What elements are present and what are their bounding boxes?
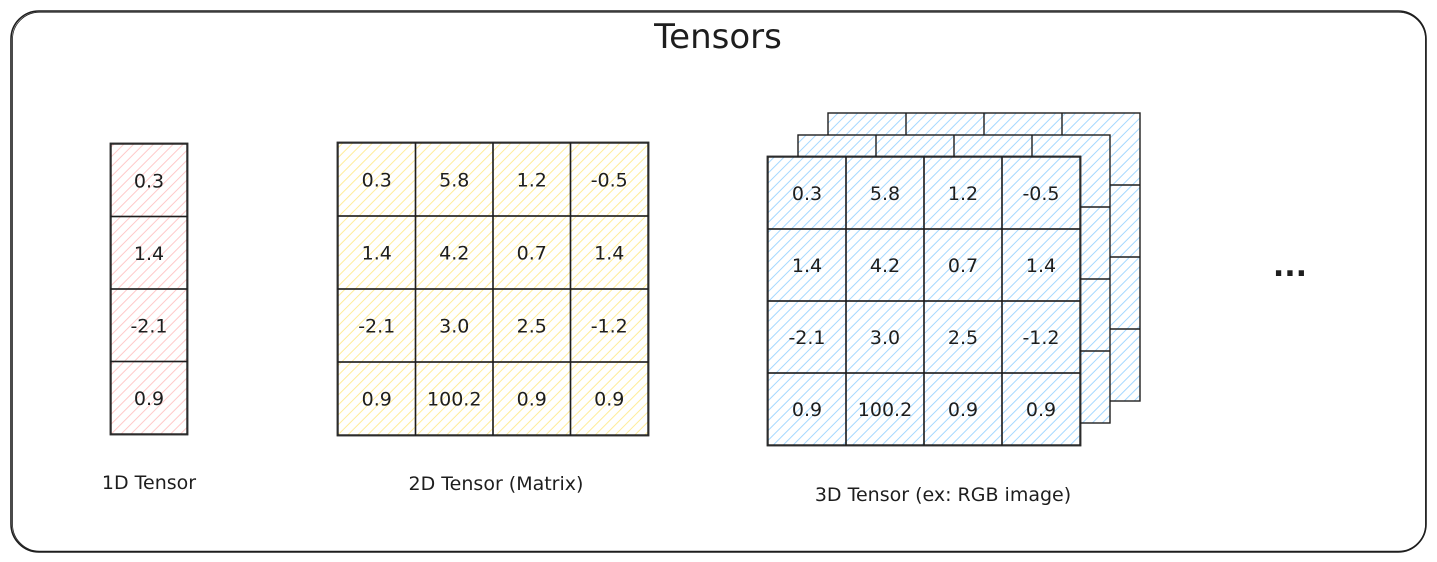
tensor-3d-cell-value: 1.2 (948, 183, 978, 205)
tensor-3d-cell-value: 3.0 (870, 327, 900, 349)
tensor-2d-cell (569, 361, 649, 436)
more-dimensions-ellipsis: ... (1273, 249, 1307, 284)
tensor-2d-cell-value: 3.0 (439, 316, 469, 338)
tensor-3d-cell-value: 0.3 (792, 183, 822, 205)
tensor-1d-cell-value: 0.9 (134, 388, 164, 410)
tensor-3d-stack: 0.3 5.8 1.2 -0.5 1.4 4.2 0.7 1.4 -2.1 3.0 2.5 -1.2 0… (766, 112, 1141, 447)
tensor-2d-cell-value: 0.9 (517, 389, 547, 411)
tensor-3d-cell-value: 2.5 (948, 327, 978, 349)
tensor-3d-cell-value: 100.2 (858, 399, 912, 421)
tensor-2d-cell-value: 0.7 (517, 243, 547, 265)
tensor-3d-cell-value: -2.1 (788, 327, 825, 349)
tensor-2d-cell-value: 4.2 (439, 243, 469, 265)
outer-frame (10, 10, 1427, 553)
tensor-3d-cell-value: -1.2 (1022, 327, 1059, 349)
tensor-2d-cell-value: 0.9 (362, 389, 392, 411)
tensor-2d-cell-value: -0.5 (591, 170, 628, 192)
tensor-3d-cell-value: 4.2 (870, 255, 900, 277)
tensor-3d-cell-value: 5.8 (870, 183, 900, 205)
tensor-1d-cell-value: -2.1 (130, 315, 167, 337)
tensor-3d-caption: 3D Tensor (ex: RGB image) (815, 484, 1071, 506)
tensor-1d-cell (110, 360, 188, 435)
tensor-2d-cell-value: 100.2 (427, 389, 481, 411)
diagram-title: Tensors (653, 17, 782, 57)
tensor-3d-cell-value: 0.9 (792, 399, 822, 421)
tensor-1d-cell-value: 0.3 (134, 170, 164, 192)
tensor-2d-cell-value: 5.8 (439, 170, 469, 192)
tensor-2d-cell-value: 2.5 (517, 316, 547, 338)
tensor-3d-cell-value: 1.4 (792, 255, 822, 277)
tensor-2d-border (336, 141, 650, 437)
tensor-2d-cell-value: 1.2 (517, 170, 547, 192)
tensor-3d-cell (1001, 372, 1081, 446)
tensor-1d-caption: 1D Tensor (102, 472, 196, 494)
tensor-1d-border (109, 142, 189, 436)
tensor-2d-cell-value: 1.4 (594, 243, 624, 265)
tensor-1d-grid: 0.3 1.4 -2.1 0.9 (109, 142, 189, 436)
tensor-3d-cell-value: 0.9 (1026, 399, 1056, 421)
tensor-2d-cell-value: -1.2 (591, 316, 628, 338)
tensor-2d-grid: 0.3 5.8 1.2 -0.5 1.4 4.2 0.7 1.4 -2.1 3.0 2.5 -1.2 0… (336, 141, 650, 437)
tensor-2d-cell-value: 1.4 (362, 243, 392, 265)
tensor-3d-cell-value: 0.7 (948, 255, 978, 277)
tensor-1d-cell-value: 1.4 (134, 243, 164, 265)
tensor-2d-cell-value: -2.1 (358, 316, 395, 338)
tensor-3d-cell-value: -0.5 (1022, 183, 1059, 205)
outer-frame-sketch (12, 11, 1426, 552)
tensor-2d-cell-value: 0.3 (362, 170, 392, 192)
tensor-2d-caption: 2D Tensor (Matrix) (409, 473, 584, 495)
tensor-3d-cell-value: 0.9 (948, 399, 978, 421)
tensor-2d-cell-value: 0.9 (594, 389, 624, 411)
tensor-3d-border (766, 155, 1082, 447)
tensor-3d-cell-value: 1.4 (1026, 255, 1056, 277)
